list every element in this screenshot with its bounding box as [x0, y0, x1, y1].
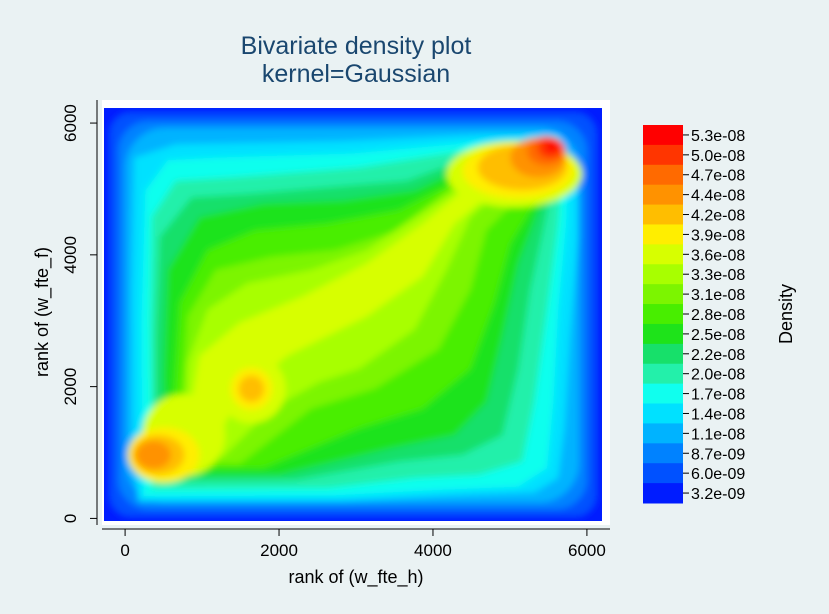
- chart-subtitle: kernel=Gaussian: [262, 60, 450, 88]
- legend-swatch: [643, 264, 683, 285]
- legend-label: 4.2e-08: [691, 208, 745, 225]
- y-axis: 0 2000 4000 6000: [61, 100, 98, 525]
- legend-label: 1.4e-08: [691, 406, 745, 423]
- y-tick-label: 4000: [61, 236, 80, 274]
- legend-label: 2.0e-08: [691, 367, 745, 384]
- legend-swatch: [643, 224, 683, 245]
- density-level: [135, 441, 171, 469]
- legend-label: 5.0e-08: [691, 148, 745, 165]
- y-tick-label: 2000: [61, 368, 80, 406]
- legend-label: 2.5e-08: [691, 327, 745, 344]
- legend-label: 4.7e-08: [691, 168, 745, 185]
- legend-swatch: [643, 304, 683, 325]
- x-tick-label: 0: [120, 541, 129, 560]
- x-tick-label: 4000: [414, 541, 452, 560]
- legend-swatch: [643, 483, 683, 504]
- legend-swatch: [643, 463, 683, 484]
- density-level: [545, 141, 559, 153]
- legend-label: 3.3e-08: [691, 267, 745, 284]
- legend-swatch: [643, 343, 683, 365]
- legend-label: 6.0e-09: [691, 466, 745, 483]
- x-axis-label: rank of (w_fte_h): [288, 567, 423, 588]
- legend-swatch: [643, 383, 683, 405]
- y-tick-label: 6000: [61, 104, 80, 142]
- legend-swatch: [643, 204, 683, 225]
- legend-label: 3.6e-08: [691, 247, 745, 264]
- color-legend: 5.3e-08 5.0e-08 4.7e-08 4.4e-08 4.2e-08 3.9e-…: [643, 125, 796, 504]
- legend-swatch: [643, 244, 683, 265]
- legend-label: 1.1e-08: [691, 426, 745, 443]
- legend-swatch: [643, 443, 683, 464]
- density-surface: [104, 108, 602, 521]
- density-level: [187, 164, 519, 455]
- x-tick-label: 2000: [260, 541, 298, 560]
- legend-label: 3.9e-08: [691, 227, 745, 244]
- x-axis: 0 2000 4000 6000: [102, 528, 610, 560]
- density-level: [238, 375, 265, 403]
- legend-label: 1.7e-08: [691, 387, 745, 404]
- legend-label: 2.8e-08: [691, 307, 745, 324]
- y-axis-label: rank of (w_fte_f): [32, 247, 53, 377]
- x-tick-label: 6000: [568, 541, 606, 560]
- legend-swatch: [643, 403, 683, 424]
- legend-label: 2.2e-08: [691, 347, 745, 364]
- legend-swatch: [643, 284, 683, 305]
- legend-label: 4.4e-08: [691, 188, 745, 205]
- legend-label: 3.1e-08: [691, 287, 745, 304]
- legend-label: 8.7e-09: [691, 446, 745, 463]
- legend-swatch: [643, 144, 683, 166]
- legend-label: 3.2e-09: [691, 486, 745, 503]
- legend-swatch: [643, 164, 683, 186]
- legend-swatch: [643, 423, 683, 444]
- y-tick-label: 0: [61, 514, 80, 523]
- legend-swatch: [643, 323, 683, 345]
- legend-label: 5.3e-08: [691, 128, 745, 145]
- legend-swatch: [643, 184, 683, 206]
- legend-swatch: [643, 125, 683, 146]
- legend-swatch: [643, 363, 683, 385]
- legend-title: Density: [776, 284, 796, 344]
- chart-title: Bivariate density plot: [241, 32, 472, 60]
